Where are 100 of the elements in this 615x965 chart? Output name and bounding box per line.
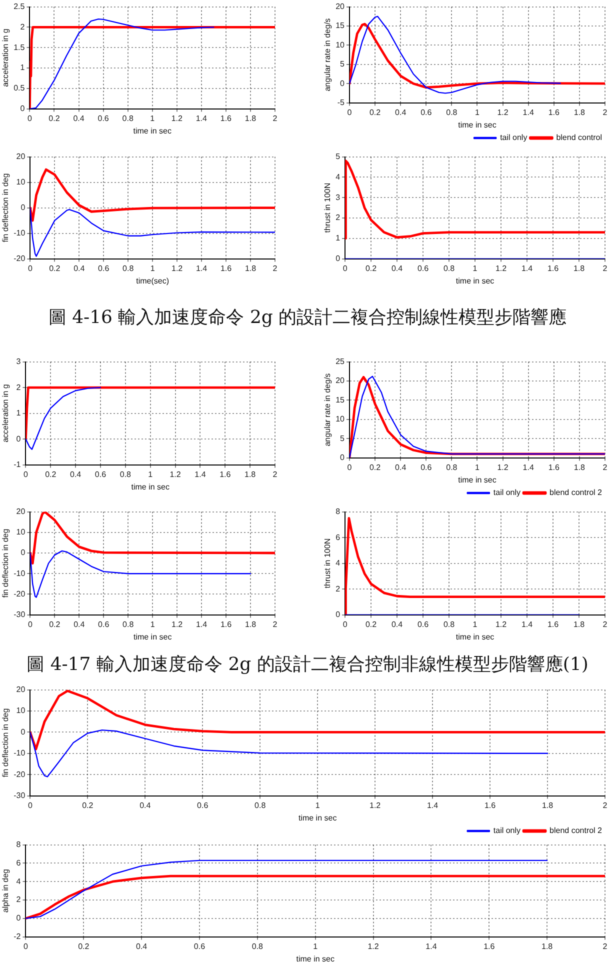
y-tick-label: 5 — [340, 434, 346, 443]
y-tick-label: 2 — [336, 584, 341, 594]
y-tick-label: 0 — [16, 434, 22, 444]
x-tick-label: 1.4 — [196, 620, 208, 629]
y-tick-label: -20 — [14, 589, 26, 598]
x-tick-label: 1.2 — [170, 470, 182, 479]
x-tick-label: 0.4 — [73, 114, 85, 123]
y-tick-label: -10 — [14, 568, 26, 578]
x-tick-label: 2 — [272, 470, 278, 479]
x-tick-label: 1.8 — [573, 620, 586, 629]
x-tick-label: 1.6 — [548, 108, 560, 117]
x-tick-label: 1.8 — [542, 942, 554, 951]
y-tick-label: 6 — [336, 532, 341, 542]
x-tick-label: 0.2 — [78, 942, 90, 951]
x-axis-title: time in sec — [458, 475, 496, 484]
y-tick-label: -2 — [14, 932, 22, 942]
legend-label: blend control 2 — [550, 488, 603, 498]
x-tick-label: 1.6 — [220, 620, 232, 629]
legend-label: blend control — [556, 133, 602, 142]
y-tick-label: 20 — [336, 2, 346, 12]
x-tick-label: 0 — [28, 264, 33, 273]
x-tick-label: 0.4 — [136, 942, 148, 951]
y-axis-title: thrust in 100N — [323, 182, 332, 233]
x-tick-label: 1.2 — [495, 264, 508, 273]
y-tick-label: 1 — [336, 234, 341, 243]
y-tick-label: 5 — [340, 60, 346, 69]
x-tick-label: 2 — [602, 462, 608, 472]
x-tick-label: 0.4 — [391, 264, 404, 273]
y-tick-label: 20 — [16, 152, 26, 162]
x-tick-label: 1.4 — [196, 264, 208, 273]
x-axis-title: time in sec — [133, 632, 172, 642]
x-tick-label: 2 — [602, 264, 608, 273]
y-tick-label: 2 — [16, 895, 22, 904]
y-axis-title: fin deflection in deg — [1, 708, 10, 778]
x-tick-label: 0.8 — [122, 620, 134, 629]
x-tick-label: 0.6 — [197, 800, 209, 810]
x-tick-label: 0.8 — [120, 470, 132, 479]
x-tick-label: 0.6 — [98, 114, 110, 123]
x-tick-label: 0.2 — [49, 620, 61, 629]
x-tick-label: 1.8 — [244, 470, 256, 479]
x-tick-label: 1.4 — [426, 942, 438, 951]
x-tick-label: 0.8 — [443, 264, 456, 273]
x-tick-label: 1.6 — [220, 114, 232, 123]
y-tick-label: 1 — [16, 408, 22, 418]
y-tick-label: 4 — [336, 172, 341, 182]
x-tick-label: 0.6 — [194, 942, 206, 951]
x-axis-title: time in sec — [456, 632, 494, 642]
x-axis-title: time in sec — [298, 813, 337, 822]
x-tick-label: 1 — [150, 114, 156, 123]
x-tick-label: 2 — [272, 620, 278, 629]
y-tick-label: 4 — [16, 876, 22, 886]
x-tick-label: 1.8 — [573, 264, 586, 273]
x-tick-label: 0.2 — [82, 800, 94, 810]
y-tick-label: 15 — [336, 395, 346, 404]
x-tick-label: 0.6 — [98, 620, 110, 629]
x-tick-label: 0 — [28, 620, 33, 629]
x-axis-title: time in sec — [296, 954, 334, 964]
x-tick-label: 1.6 — [484, 942, 496, 951]
y-tick-label: 15 — [336, 21, 346, 30]
x-axis-title: time in sec — [458, 120, 496, 130]
x-tick-label: 2 — [602, 108, 608, 117]
y-axis-title: angular rate in deg/s — [323, 373, 332, 446]
y-axis-title: acceleration in g — [1, 28, 10, 87]
caption: 圖 4-17 輸入加速度命令 2g 的設計二複合控制非線性模型步階響應(1) — [26, 653, 590, 676]
x-tick-label: 1 — [472, 264, 478, 273]
x-tick-label: 0 — [347, 108, 352, 117]
y-tick-label: 0 — [16, 914, 22, 923]
x-tick-label: 1 — [150, 620, 156, 629]
legend-label: blend control 2 — [550, 826, 603, 836]
y-tick-label: 0 — [20, 203, 26, 212]
y-tick-label: 0.5 — [14, 84, 26, 93]
x-tick-label: 0.4 — [74, 620, 86, 629]
y-axis-title: acceleration in g — [1, 384, 10, 442]
x-tick-label: 1.2 — [171, 114, 183, 123]
y-tick-label: 20 — [336, 376, 346, 386]
y-tick-label: 2 — [336, 213, 341, 222]
x-tick-label: 1.4 — [522, 462, 534, 472]
x-tick-label: 0.4 — [74, 264, 86, 273]
x-tick-label: 1.8 — [574, 462, 586, 472]
x-tick-label: 1.6 — [547, 264, 560, 273]
x-tick-label: 1.2 — [497, 108, 509, 117]
y-tick-label: 10 — [336, 40, 346, 50]
x-tick-label: 1.4 — [522, 108, 534, 117]
x-tick-label: 0.2 — [365, 620, 378, 629]
legend-label: tail only — [493, 488, 521, 498]
x-tick-label: 1 — [475, 108, 480, 117]
x-tick-label: 0.4 — [395, 462, 407, 472]
x-tick-label: 0.2 — [369, 108, 382, 117]
y-axis-title: angular rate in deg/s — [323, 18, 332, 92]
x-tick-label: 0.6 — [94, 470, 107, 479]
y-tick-label: 10 — [16, 178, 26, 187]
y-tick-label: -20 — [14, 770, 26, 779]
x-tick-label: 0.2 — [365, 264, 378, 273]
y-tick-label: 10 — [16, 528, 26, 537]
y-axis-title: fin deflection in deg — [1, 173, 10, 242]
x-tick-label: 1.2 — [368, 942, 380, 951]
x-tick-label: 0.6 — [417, 620, 430, 629]
x-tick-label: 0.2 — [49, 264, 61, 273]
x-tick-label: 0.2 — [369, 462, 382, 472]
y-tick-label: 1.5 — [14, 42, 26, 52]
